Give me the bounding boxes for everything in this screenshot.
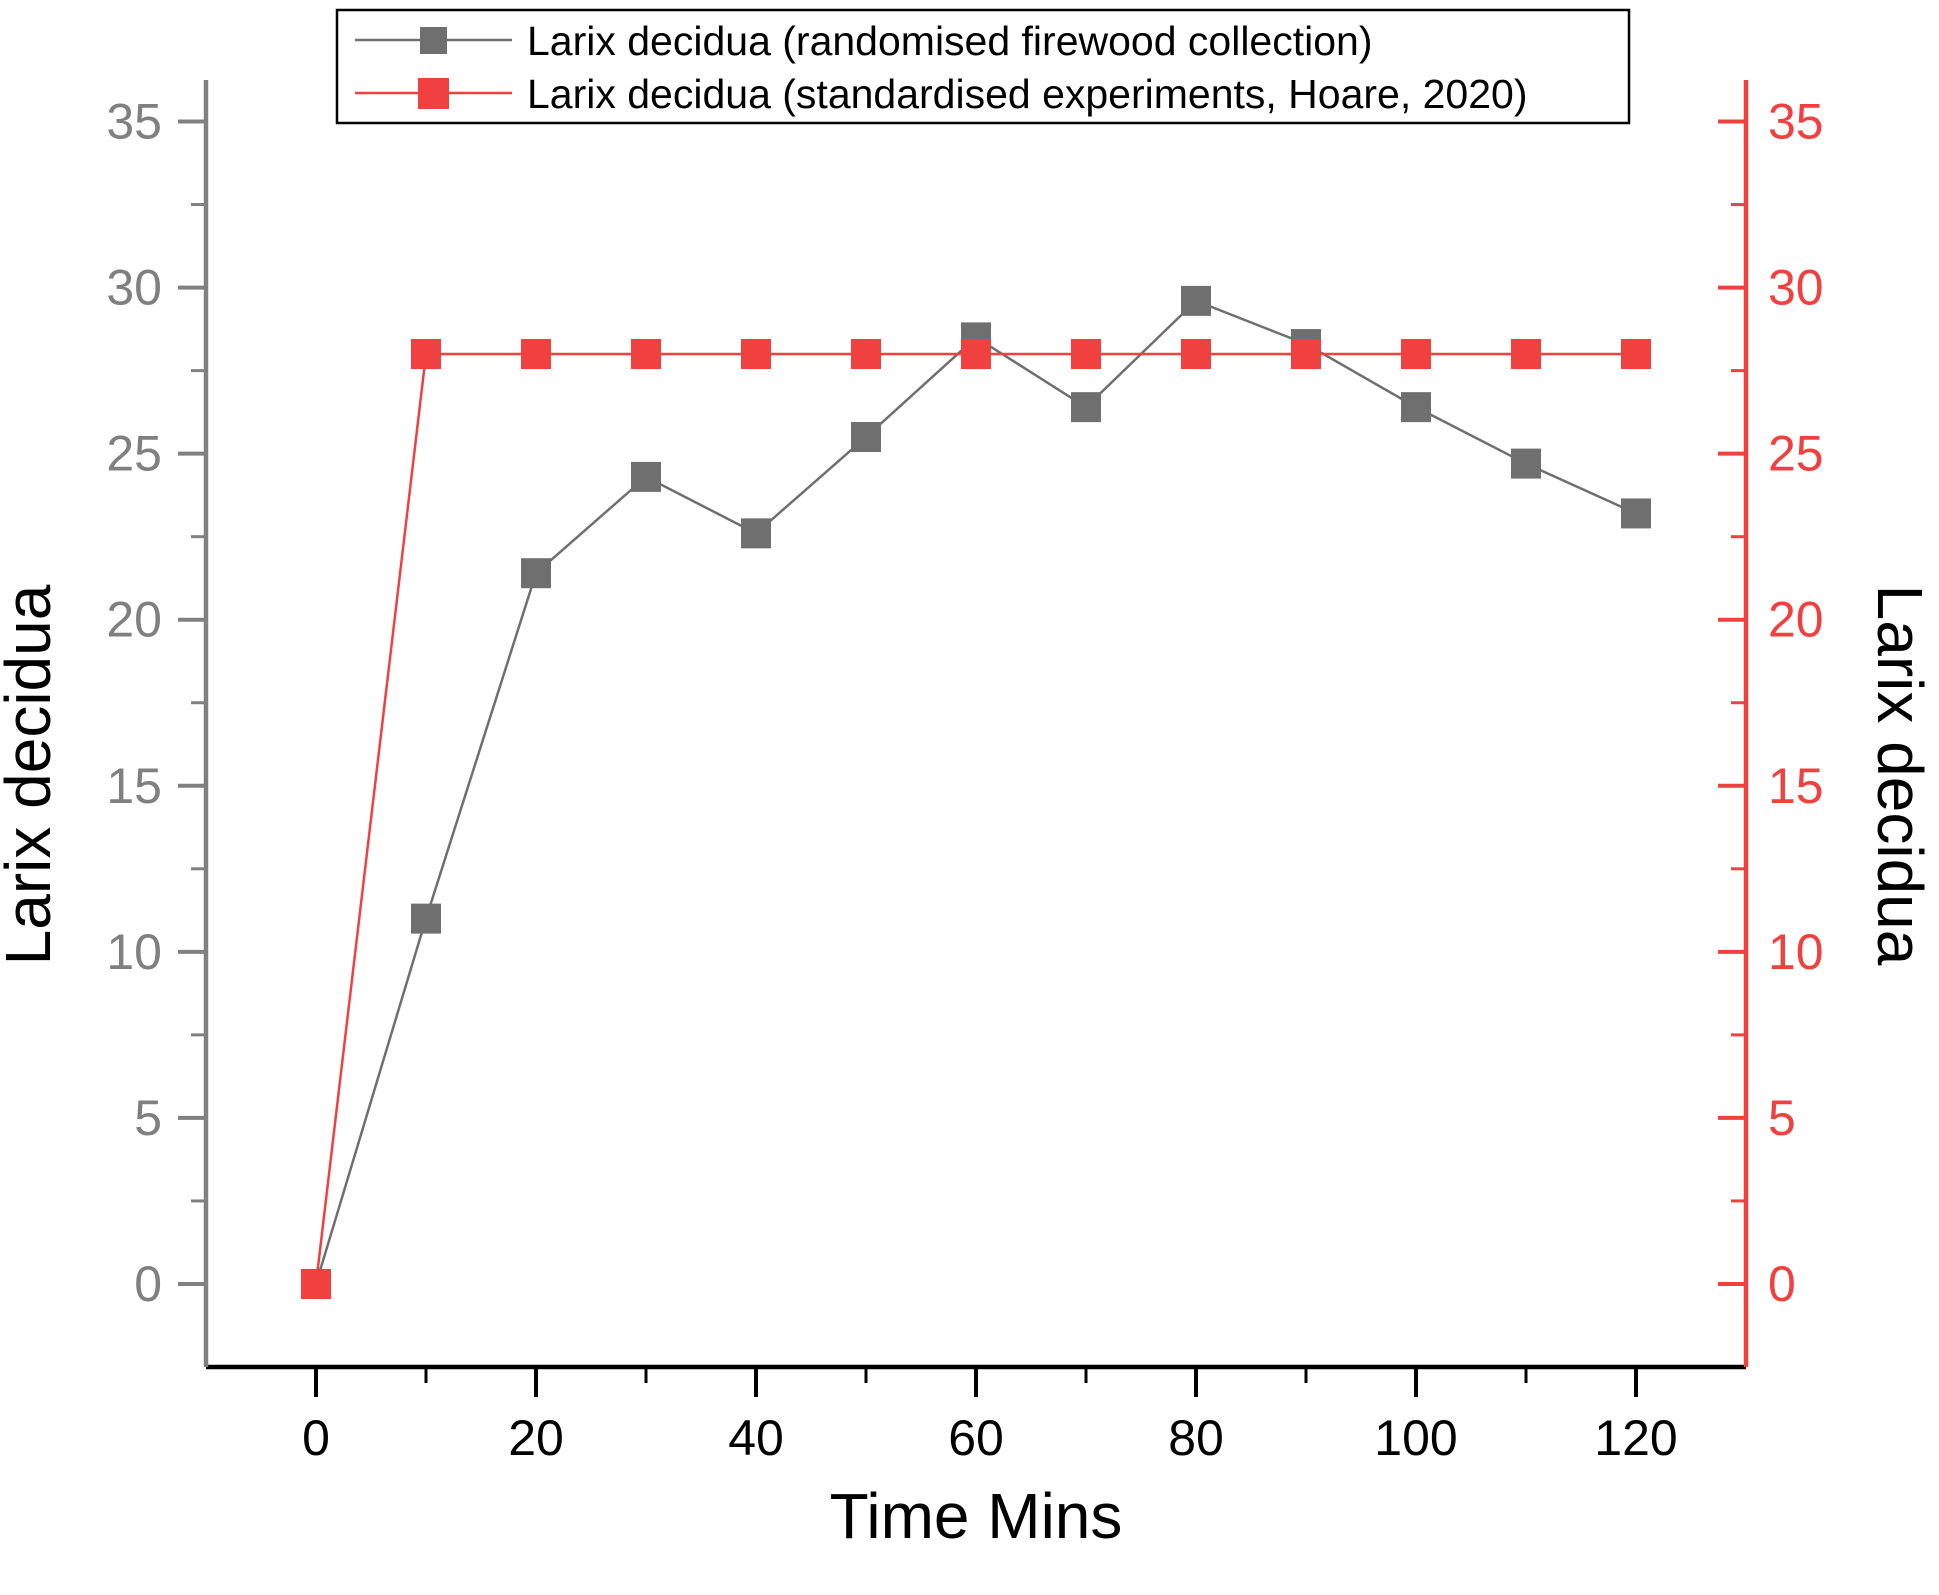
legend: Larix decidua (randomised firewood colle… xyxy=(335,8,1631,125)
legend-box xyxy=(335,8,1631,125)
series-0-marker-t50 xyxy=(851,422,881,453)
legend-sample-marker-randomised xyxy=(420,27,447,54)
y-right-tick-label: 15 xyxy=(1768,758,1824,814)
series-0-marker-t70 xyxy=(1071,392,1101,423)
y-right-tick-label: 5 xyxy=(1768,1090,1796,1146)
series-1-marker-t20 xyxy=(521,339,551,370)
y-left-tick-label: 35 xyxy=(106,94,162,150)
x-tick-label: 40 xyxy=(728,1410,784,1466)
legend-entry-standardised: Larix decidua (standardised experiments,… xyxy=(355,71,1528,117)
legend-entry-randomised: Larix decidua (randomised firewood colle… xyxy=(355,18,1373,64)
series-0-marker-t80 xyxy=(1181,285,1211,316)
series-1-marker-t90 xyxy=(1291,339,1321,370)
y-right-tick-label: 25 xyxy=(1768,426,1824,482)
series-1-marker-t80 xyxy=(1181,339,1211,370)
series-group xyxy=(301,285,1651,1299)
y-left-tick-label: 15 xyxy=(106,758,162,814)
series-1-marker-t50 xyxy=(851,339,881,370)
series-0-marker-t110 xyxy=(1511,448,1541,479)
y-left-tick-label: 20 xyxy=(106,592,162,648)
series-0-marker-t10 xyxy=(411,903,441,934)
series-1-marker-t70 xyxy=(1071,339,1101,370)
y-axis-title-left: Larix decidua xyxy=(0,584,64,965)
legend-label-randomised: Larix decidua (randomised firewood colle… xyxy=(527,18,1373,64)
series-0-marker-t40 xyxy=(741,518,771,549)
x-tick-label: 60 xyxy=(948,1410,1004,1466)
series-1-marker-t60 xyxy=(961,339,991,370)
y-left-tick-label: 5 xyxy=(134,1090,162,1146)
y-left-tick-label: 25 xyxy=(106,426,162,482)
series-1-marker-t30 xyxy=(631,339,661,370)
y-left-tick-label: 30 xyxy=(106,260,162,316)
y-right-tick-label: 10 xyxy=(1768,924,1824,980)
y-right-tick-label: 20 xyxy=(1768,592,1824,648)
series-0-marker-t20 xyxy=(521,558,551,589)
axes-group xyxy=(203,80,1749,1370)
series-line-0 xyxy=(314,299,1637,1285)
series-1-marker-t120 xyxy=(1621,339,1651,370)
y-right-tick-label: 30 xyxy=(1768,260,1824,316)
x-tick-label: 0 xyxy=(302,1410,330,1466)
series-1-marker-t10 xyxy=(411,339,441,370)
x-tick-label: 100 xyxy=(1374,1410,1457,1466)
y-axis-title-right: Larix decidua xyxy=(1864,585,1936,966)
series-0-marker-t30 xyxy=(631,461,661,492)
series-1-marker-t100 xyxy=(1401,339,1431,370)
y-left-tick-label: 0 xyxy=(134,1256,162,1312)
series-0-marker-t100 xyxy=(1401,392,1431,423)
series-1-marker-t0 xyxy=(301,1268,331,1299)
tick-labels-group: 0 20 40 60 80 100 120 0 5 10 15 20 25 30 35 0 5 10 15 20 25 3… xyxy=(106,94,1823,1466)
series-line-1 xyxy=(314,352,1636,1285)
x-tick-label: 120 xyxy=(1594,1410,1677,1466)
y-right-tick-label: 0 xyxy=(1768,1256,1796,1312)
ticks-group xyxy=(178,119,1746,1397)
legend-label-standardised: Larix decidua (standardised experiments,… xyxy=(527,71,1528,117)
x-tick-label: 20 xyxy=(508,1410,564,1466)
y-right-tick-label: 35 xyxy=(1768,94,1824,150)
legend-sample-marker-standardised xyxy=(418,78,449,109)
series-1-marker-t40 xyxy=(741,339,771,370)
series-1-marker-t110 xyxy=(1511,339,1541,370)
y-left-tick-label: 10 xyxy=(106,924,162,980)
series-0-marker-t120 xyxy=(1621,498,1651,529)
x-tick-label: 80 xyxy=(1168,1410,1224,1466)
x-axis-title: Time Mins xyxy=(830,1480,1123,1552)
